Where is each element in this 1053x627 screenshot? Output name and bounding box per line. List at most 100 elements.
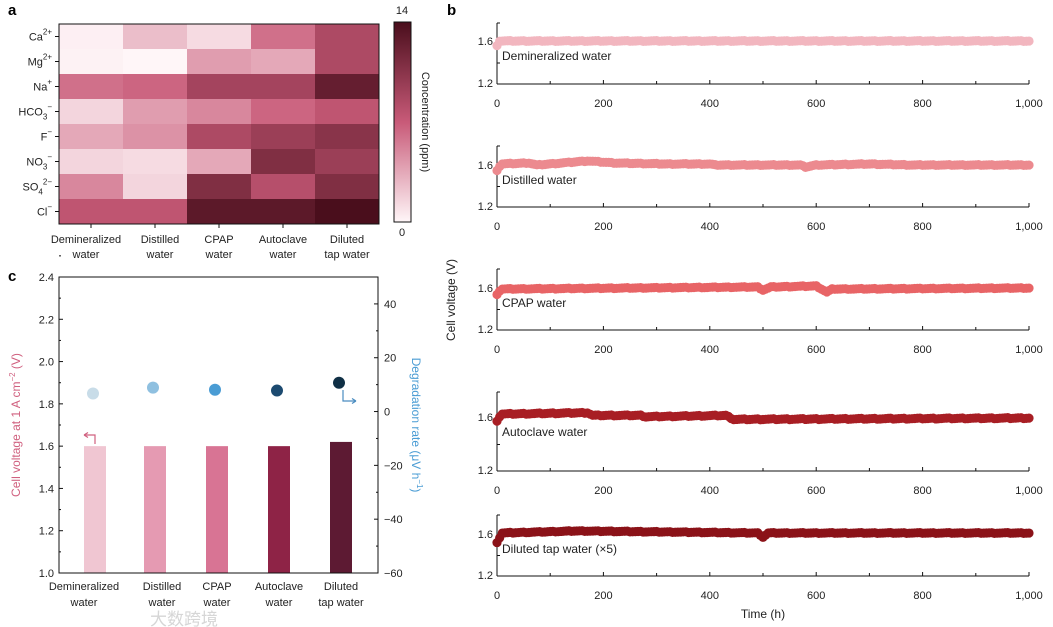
x-tick-label: 600	[807, 590, 825, 602]
y-tick-label: 1.4	[39, 483, 54, 495]
heatmap-cell	[187, 174, 252, 200]
heatmap-cell	[315, 124, 380, 150]
timeseries-subplot: 1.2 1.6 0 200 400 600 800 1,000 CPAP water	[478, 268, 1043, 356]
timeseries-subplot: 1.2 1.6 0 200 400 600 800 1,000 Autoclave water	[478, 391, 1043, 497]
heatmap-cell	[187, 199, 252, 225]
x-tick-label: Diluted	[324, 581, 358, 593]
heatmap-cell	[315, 74, 380, 100]
heatmap-row-label: Ca2+	[29, 28, 53, 44]
heatmap-col-label: Distilled	[141, 234, 180, 246]
heatmap-cell	[123, 174, 188, 200]
x-tick-label: 200	[594, 590, 612, 602]
series-label: Diluted tap water (×5)	[502, 542, 617, 556]
x-tick-label: 600	[807, 221, 825, 233]
x-tick-label: 800	[913, 221, 931, 233]
heatmap-cell	[251, 149, 316, 175]
x-tick-label: 400	[701, 221, 719, 233]
degradation-point	[271, 384, 283, 397]
heatmap-cell	[187, 74, 252, 100]
heatmap-cell	[123, 199, 188, 225]
x-tick-label: 200	[594, 344, 612, 356]
y-tick-label: 1.2	[478, 465, 493, 477]
degradation-point	[87, 387, 99, 400]
x-tick-label: 200	[594, 221, 612, 233]
y2-axis-label: Degradation rate (μV h−1)	[409, 358, 424, 493]
heatmap-col-label: Autoclave	[259, 234, 307, 246]
heatmap-panel-a: Ca2+ Mg2+ Na+ HCO3− F− NO3− SO42− Cl− Deminerali…	[18, 5, 431, 261]
x-tick-label: water	[70, 597, 98, 609]
series-label: CPAP water	[502, 296, 566, 310]
heatmap-col-label: CPAP	[204, 234, 233, 246]
colorbar	[393, 21, 412, 223]
colorbar-min-label: 0	[399, 227, 405, 239]
x-tick-label: 400	[701, 344, 719, 356]
heatmap-cell	[315, 149, 380, 175]
y-tick-label: 1.6	[39, 441, 54, 453]
heatmap-cell	[59, 24, 124, 50]
y2-tick-label: 20	[384, 353, 396, 365]
left-axis-arrow-icon	[83, 431, 96, 444]
heatmap-cell	[187, 124, 252, 150]
x-tick-label: 1,000	[1015, 485, 1043, 497]
heatmap-row-label: NO3−	[26, 153, 52, 172]
heatmap-cell	[59, 74, 124, 100]
timeseries-subplot: 1.2 1.6 0 200 400 600 800 1,000 Distilled water	[478, 145, 1043, 233]
x-tick-label: 400	[701, 98, 719, 110]
heatmap-col-label: water	[269, 249, 297, 261]
heatmap-cell	[187, 149, 252, 175]
heatmap-cell	[59, 199, 124, 225]
heatmap-col-label: Demineralized	[51, 234, 121, 246]
y-tick-label: 1.2	[478, 201, 493, 213]
y-tick-label: 1.2	[478, 78, 493, 90]
x-tick-label: 800	[913, 98, 931, 110]
heatmap-cell	[123, 74, 188, 100]
heatmap-cell	[59, 174, 124, 200]
heatmap-row-label: F−	[41, 128, 53, 144]
voltage-bar	[206, 446, 228, 573]
x-tick-label: Demineralized	[49, 581, 119, 593]
heatmap-cell	[251, 174, 316, 200]
x-tick-label: Autoclave	[255, 581, 303, 593]
x-tick-label: 600	[807, 485, 825, 497]
y-tick-label: 1.6	[478, 529, 493, 541]
heatmap-cell	[251, 199, 316, 225]
heatmap-cell	[123, 124, 188, 150]
x-tick-label: CPAP	[202, 581, 231, 593]
y2-tick-label: 40	[384, 299, 396, 311]
x-tick-label: tap water	[318, 597, 364, 609]
x-tick-label: 1,000	[1015, 98, 1043, 110]
bar-chart-panel-c: 1.0 1.2 1.4 1.6 1.8 2.0 2.2 2.4 −60 −40 −20 0 20 40 De…	[8, 255, 424, 609]
heatmap-cell	[251, 49, 316, 75]
y2-tick-label: −60	[384, 568, 403, 580]
x-tick-label: 0	[494, 344, 500, 356]
degradation-point	[333, 376, 345, 389]
data-point	[1024, 528, 1034, 538]
panel-b-ylabel: Cell voltage (V)	[444, 259, 458, 341]
x-tick-label: water	[265, 597, 293, 609]
heatmap-cell	[251, 24, 316, 50]
panel-letter-a: a	[8, 2, 17, 19]
timeseries-subplot: 1.2 1.6 0 200 400 600 800 1,000 Demineralized wa…	[478, 22, 1043, 110]
y-tick-label: 1.6	[478, 412, 493, 424]
x-tick-label: 800	[913, 344, 931, 356]
voltage-bar	[144, 446, 166, 573]
heatmap-cell	[315, 199, 380, 225]
series-label: Demineralized water	[502, 49, 611, 63]
x-tick-label: 0	[494, 590, 500, 602]
heatmap-row-label: SO42−	[23, 178, 53, 197]
y-tick-label: 2.0	[39, 357, 54, 369]
x-tick-label: 600	[807, 344, 825, 356]
y-tick-label: 1.0	[39, 568, 54, 580]
series-label: Autoclave water	[502, 425, 587, 439]
y-tick-label: 1.6	[478, 36, 493, 48]
panel-letter-b: b	[447, 2, 456, 19]
data-point	[1024, 36, 1034, 46]
heatmap-row-label: Cl−	[37, 203, 52, 219]
right-axis-arrow-icon	[342, 390, 357, 405]
data-point	[1024, 283, 1034, 293]
heatmap-cell	[315, 24, 380, 50]
x-tick-label: 800	[913, 485, 931, 497]
colorbar-label: Concentration (ppm)	[419, 72, 431, 172]
heatmap-row-label: Mg2+	[28, 53, 53, 69]
